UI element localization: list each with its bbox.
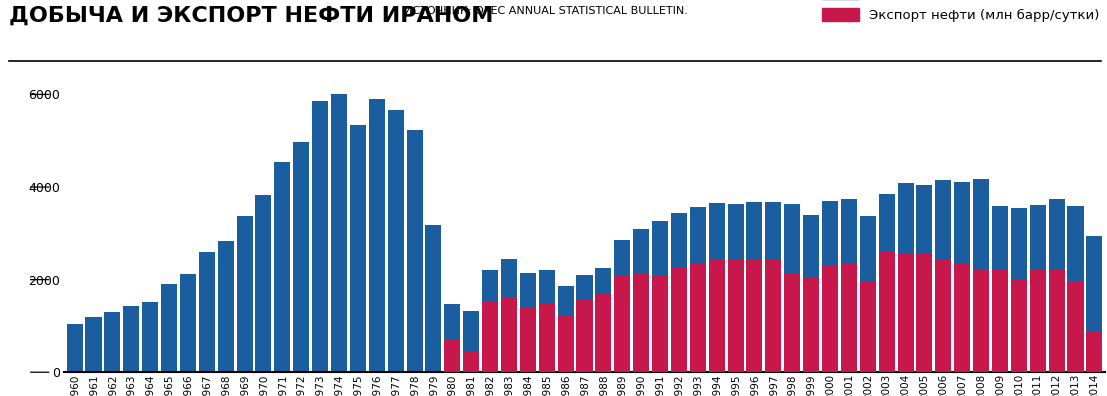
Bar — [1011, 208, 1027, 372]
Bar — [614, 275, 630, 372]
Bar — [331, 93, 346, 372]
Bar — [841, 263, 857, 372]
Bar — [444, 339, 461, 372]
Bar — [369, 99, 385, 372]
Bar — [935, 259, 951, 372]
Bar — [596, 268, 611, 372]
Bar — [256, 195, 271, 372]
Bar — [633, 273, 649, 372]
Bar — [690, 208, 706, 372]
Bar — [558, 286, 573, 372]
Bar — [312, 101, 328, 372]
Bar — [652, 275, 668, 372]
Bar — [784, 273, 800, 372]
Bar — [823, 201, 838, 372]
Bar — [539, 270, 555, 372]
Bar — [898, 254, 913, 372]
Bar — [727, 204, 744, 372]
Bar — [860, 216, 876, 372]
Bar — [482, 301, 498, 372]
Bar — [1011, 280, 1027, 372]
Bar — [898, 183, 913, 372]
Bar — [992, 206, 1008, 372]
Bar — [633, 229, 649, 372]
Bar — [917, 254, 932, 372]
Bar — [520, 307, 536, 372]
Bar — [463, 352, 479, 372]
Bar — [879, 252, 894, 372]
Bar — [1086, 236, 1103, 372]
Text: ДОБЫЧА И ЭКСПОРТ НЕФТИ ИРАНОМ: ДОБЫЧА И ЭКСПОРТ НЕФТИ ИРАНОМ — [9, 6, 494, 26]
Bar — [520, 273, 536, 372]
Bar — [104, 312, 121, 372]
Bar — [803, 277, 819, 372]
Bar — [237, 216, 252, 372]
Bar — [425, 225, 442, 372]
Bar — [1067, 206, 1084, 372]
Bar — [161, 284, 177, 372]
Bar — [860, 282, 876, 372]
Bar — [708, 203, 725, 372]
Bar — [463, 311, 479, 372]
Bar — [746, 202, 763, 372]
Bar — [1030, 205, 1046, 372]
Legend: Добыча нефти (млн барр/сутки), Экспорт нефти (млн барр/сутки): Добыча нефти (млн барр/сутки), Экспорт н… — [816, 0, 1105, 27]
Bar — [1030, 270, 1046, 372]
Bar — [823, 266, 838, 372]
Bar — [652, 221, 668, 372]
Bar — [746, 259, 763, 372]
Bar — [917, 185, 932, 372]
Bar — [690, 263, 706, 372]
Bar — [935, 180, 951, 372]
Bar — [85, 317, 102, 372]
Bar — [558, 315, 573, 372]
Bar — [179, 274, 196, 372]
Bar — [142, 302, 158, 372]
Bar — [614, 240, 630, 372]
Bar — [973, 270, 990, 372]
Bar — [293, 142, 309, 372]
Bar — [1086, 331, 1103, 372]
Bar — [1067, 282, 1084, 372]
Bar — [973, 179, 990, 372]
Bar — [539, 303, 555, 372]
Bar — [596, 293, 611, 372]
Bar — [765, 202, 782, 372]
Bar — [671, 213, 687, 372]
Bar — [671, 268, 687, 372]
Bar — [350, 124, 366, 372]
Bar — [803, 215, 819, 372]
Bar — [275, 162, 290, 372]
Bar — [501, 259, 517, 372]
Bar — [1048, 270, 1065, 372]
Bar — [879, 194, 894, 372]
Bar — [577, 276, 592, 372]
Bar — [992, 270, 1008, 372]
Bar — [708, 259, 725, 372]
Bar — [218, 241, 234, 372]
Bar — [954, 263, 970, 372]
Bar — [765, 259, 782, 372]
Bar — [841, 199, 857, 372]
Bar — [406, 129, 423, 372]
Bar — [784, 204, 800, 372]
Bar — [1048, 199, 1065, 372]
Bar — [501, 297, 517, 372]
Bar — [727, 259, 744, 372]
Text: ИСТОЧНИК: OPEC ANNUAL STATISTICAL BULLETIN.: ИСТОЧНИК: OPEC ANNUAL STATISTICAL BULLET… — [404, 6, 687, 16]
Bar — [123, 306, 139, 372]
Bar — [954, 183, 970, 372]
Bar — [199, 252, 215, 372]
Bar — [577, 301, 592, 372]
Bar — [444, 304, 461, 372]
Bar — [482, 270, 498, 372]
Bar — [66, 324, 83, 372]
Bar — [387, 110, 404, 372]
